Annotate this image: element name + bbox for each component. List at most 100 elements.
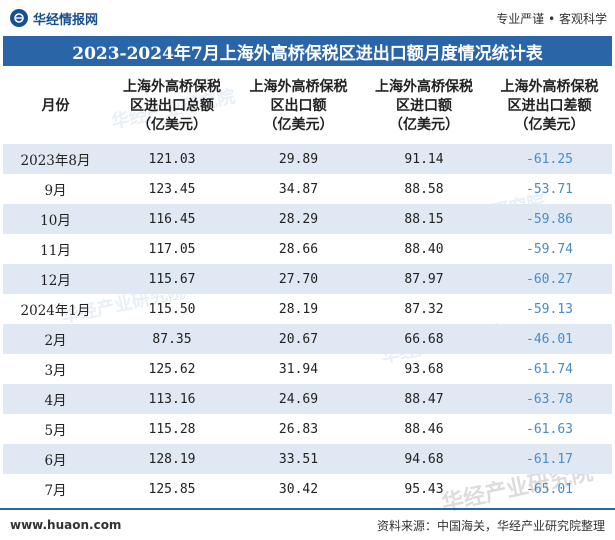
table-row: 2月 87.35 20.67 66.68 -46.01 bbox=[3, 324, 612, 354]
table-row: 2023年8月 121.03 29.89 91.14 -61.25 bbox=[3, 144, 612, 174]
site-url: www.huaon.com bbox=[10, 518, 122, 532]
header-line: 上海外高桥保税 bbox=[375, 78, 473, 95]
cell-total: 125.85 bbox=[148, 481, 196, 497]
table-row: 12月 115.67 27.70 87.97 -60.27 bbox=[3, 264, 612, 294]
cell-balance: -61.63 bbox=[526, 421, 573, 437]
cell-import: 88.47 bbox=[361, 384, 487, 414]
header-line: （亿美元） bbox=[263, 116, 334, 133]
cell-import: 91.14 bbox=[361, 144, 487, 174]
cell-import: 94.68 bbox=[361, 444, 487, 474]
brand-logo-icon bbox=[10, 9, 28, 27]
slogan: 专业严谨 • 客观科学 bbox=[496, 11, 607, 26]
brand-name: 华经情报网 bbox=[33, 12, 99, 28]
column-header-export: 上海外高桥保税 区出口额 （亿美元） bbox=[236, 68, 361, 144]
cell-month: 2月 bbox=[3, 324, 108, 354]
column-header-total: 上海外高桥保税 区进出口总额 （亿美元） bbox=[108, 68, 236, 144]
cell-export: 20.67 bbox=[236, 324, 361, 354]
column-header-month: 月份 bbox=[3, 68, 108, 144]
cell-export: 29.89 bbox=[236, 144, 361, 174]
table-row: 5月 115.28 26.83 88.46 -61.63 bbox=[3, 414, 612, 444]
top-bar: 华经情报网 专业严谨 • 客观科学 bbox=[0, 0, 615, 36]
header-line: 区进出口差额 bbox=[507, 97, 592, 114]
header-line: 月份 bbox=[41, 97, 70, 114]
cell-balance: -53.71 bbox=[526, 181, 573, 197]
cell-export: 34.87 bbox=[278, 181, 319, 197]
cell-month: 3月 bbox=[44, 363, 67, 379]
cell-balance: -60.27 bbox=[487, 264, 612, 294]
table-row: 10月 116.45 28.29 88.15 -59.86 bbox=[3, 204, 612, 234]
cell-month: 10月 bbox=[3, 204, 108, 234]
header-line: （亿美元） bbox=[389, 116, 459, 133]
table-row: 2024年1月 115.50 28.19 87.32 -59.13 bbox=[3, 294, 612, 324]
cell-import: 87.97 bbox=[361, 264, 487, 294]
cell-total: 117.05 bbox=[148, 241, 196, 257]
table-row: 7月 125.85 30.42 95.43 -65.01 bbox=[3, 474, 612, 504]
cell-export: 28.29 bbox=[236, 204, 361, 234]
cell-import: 87.32 bbox=[404, 301, 444, 317]
cell-balance: -61.17 bbox=[487, 444, 612, 474]
data-table: 月份 上海外高桥保税 区进出口总额 （亿美元） 上海外高桥保税 区出口额 （亿美… bbox=[3, 68, 612, 504]
cell-month: 4月 bbox=[3, 384, 108, 414]
header-line: 区进出口总额 bbox=[130, 97, 214, 114]
header-line: 上海外高桥保税 bbox=[500, 78, 599, 95]
header-line: 上海外高桥保税 bbox=[249, 78, 348, 95]
cell-month: 5月 bbox=[44, 423, 67, 439]
cell-month: 12月 bbox=[3, 264, 108, 294]
header-line: 上海外高桥保税 bbox=[123, 78, 221, 95]
cell-balance: -63.78 bbox=[487, 384, 612, 414]
table-row: 6月 128.19 33.51 94.68 -61.17 bbox=[3, 444, 612, 474]
cell-month: 11月 bbox=[40, 243, 71, 259]
cell-balance: -59.13 bbox=[526, 301, 573, 317]
header-line: 区出口额 bbox=[270, 97, 327, 114]
cell-month: 2023年8月 bbox=[3, 144, 108, 174]
cell-import: 66.68 bbox=[361, 324, 487, 354]
cell-balance: -59.74 bbox=[526, 241, 573, 257]
cell-export: 31.94 bbox=[278, 361, 319, 377]
table-row: 4月 113.16 24.69 88.47 -63.78 bbox=[3, 384, 612, 414]
brand: 华经情报网 bbox=[10, 9, 98, 28]
header-line: （亿美元） bbox=[137, 116, 207, 133]
cell-total: 116.45 bbox=[108, 204, 236, 234]
cell-balance: -61.74 bbox=[526, 361, 573, 377]
cell-total: 115.50 bbox=[148, 301, 196, 317]
table-row: 9月 123.45 34.87 88.58 -53.71 bbox=[3, 174, 612, 204]
cell-import: 88.40 bbox=[404, 241, 444, 257]
header-line: （亿美元） bbox=[514, 116, 585, 133]
cell-balance: -61.25 bbox=[487, 144, 612, 174]
cell-total: 115.28 bbox=[148, 421, 196, 437]
cell-balance: -59.86 bbox=[487, 204, 612, 234]
table-row: 3月 125.62 31.94 93.68 -61.74 bbox=[3, 354, 612, 384]
cell-import: 95.43 bbox=[404, 481, 444, 497]
cell-export: 26.83 bbox=[278, 421, 319, 437]
cell-export: 27.70 bbox=[236, 264, 361, 294]
cell-total: 115.67 bbox=[108, 264, 236, 294]
column-header-balance: 上海外高桥保税 区进出口差额 （亿美元） bbox=[487, 68, 612, 144]
cell-export: 24.69 bbox=[236, 384, 361, 414]
cell-total: 125.62 bbox=[148, 361, 196, 377]
cell-balance: -46.01 bbox=[487, 324, 612, 354]
table-title: 2023-2024年7月上海外高桥保税区进出口额月度情况统计表 bbox=[3, 36, 612, 66]
cell-month: 9月 bbox=[44, 183, 67, 199]
cell-export: 28.66 bbox=[278, 241, 319, 257]
table-row: 11月 117.05 28.66 88.40 -59.74 bbox=[3, 234, 612, 264]
cell-total: 113.16 bbox=[108, 384, 236, 414]
cell-total: 128.19 bbox=[108, 444, 236, 474]
cell-export: 33.51 bbox=[236, 444, 361, 474]
cell-import: 88.46 bbox=[404, 421, 444, 437]
cell-month: 6月 bbox=[3, 444, 108, 474]
data-source: 资料来源：中国海关，华经产业研究院整理 bbox=[376, 518, 605, 533]
cell-import: 88.15 bbox=[361, 204, 487, 234]
column-header-import: 上海外高桥保税 区进口额 （亿美元） bbox=[361, 68, 487, 144]
cell-month: 7月 bbox=[44, 483, 67, 499]
cell-balance: -65.01 bbox=[526, 481, 573, 497]
header-line: 区进口额 bbox=[396, 97, 452, 114]
footer: www.huaon.com 资料来源：中国海关，华经产业研究院整理 bbox=[0, 508, 615, 540]
cell-total: 123.45 bbox=[148, 181, 196, 197]
cell-import: 88.58 bbox=[404, 181, 444, 197]
cell-total: 121.03 bbox=[108, 144, 236, 174]
cell-export: 28.19 bbox=[278, 301, 319, 317]
cell-import: 93.68 bbox=[404, 361, 444, 377]
cell-total: 87.35 bbox=[108, 324, 236, 354]
cell-month: 2024年1月 bbox=[20, 303, 91, 319]
cell-export: 30.42 bbox=[278, 481, 319, 497]
